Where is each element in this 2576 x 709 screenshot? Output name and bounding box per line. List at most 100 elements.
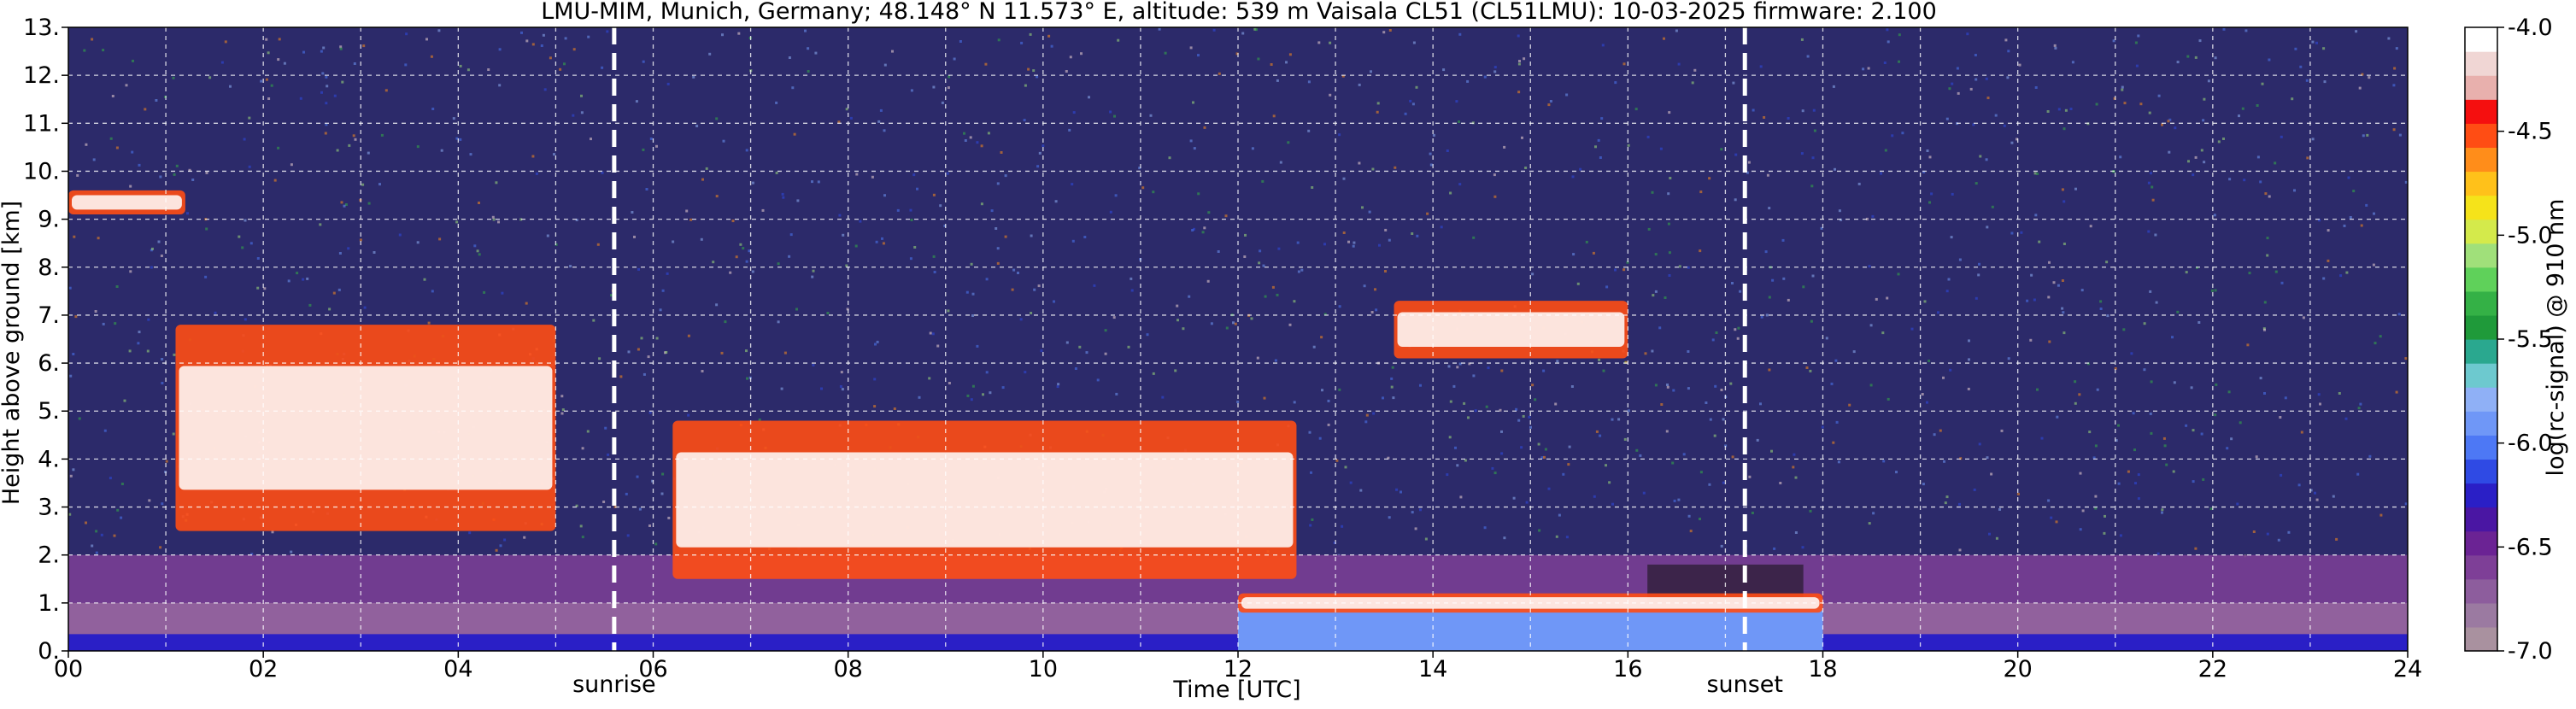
- noise-speckle: [2291, 97, 2294, 101]
- noise-speckle: [2069, 108, 2073, 110]
- noise-speckle: [1869, 324, 1873, 327]
- noise-speckle: [1493, 173, 1496, 177]
- noise-speckle: [1720, 544, 1723, 548]
- noise-speckle: [1093, 284, 1096, 287]
- noise-speckle: [1272, 114, 1276, 118]
- noise-speckle: [2368, 76, 2371, 79]
- noise-speckle: [2143, 368, 2146, 372]
- noise-speckle: [976, 344, 979, 348]
- noise-speckle: [1760, 315, 1763, 319]
- cloud-feature-1: [175, 325, 556, 531]
- noise-speckle: [1193, 147, 1196, 150]
- noise-speckle: [1705, 401, 1708, 404]
- noise-speckle: [1288, 323, 1292, 326]
- noise-speckle: [459, 138, 462, 141]
- noise-speckle: [1182, 327, 1185, 331]
- noise-speckle: [1922, 170, 1926, 173]
- colorbar-swatch: [2465, 27, 2497, 52]
- colorbar-swatch: [2465, 290, 2497, 316]
- x-tick-label: 10: [1029, 656, 1058, 683]
- noise-speckle: [326, 85, 329, 88]
- noise-speckle: [980, 202, 983, 206]
- noise-speckle: [452, 117, 455, 120]
- noise-speckle: [996, 247, 1000, 250]
- noise-speckle: [1472, 236, 1476, 239]
- noise-speckle: [1958, 548, 1962, 552]
- noise-speckle: [405, 32, 408, 36]
- noise-speckle: [1764, 250, 1768, 254]
- noise-speckle: [1500, 452, 1504, 455]
- noise-speckle: [2114, 366, 2117, 370]
- noise-speckle: [2154, 233, 2157, 237]
- noise-speckle: [1004, 235, 1007, 238]
- noise-speckle: [1871, 214, 1875, 218]
- noise-speckle: [2280, 473, 2283, 477]
- noise-speckle: [1974, 54, 1977, 56]
- noise-speckle: [1998, 507, 2001, 511]
- noise-speckle: [564, 37, 567, 40]
- x-tick-label: 22: [2198, 656, 2227, 683]
- noise-speckle: [85, 143, 88, 146]
- noise-speckle: [2094, 507, 2098, 510]
- cloud-core: [179, 366, 553, 490]
- noise-speckle: [2033, 298, 2036, 302]
- noise-speckle: [2050, 516, 2053, 519]
- noise-speckle: [1485, 405, 1488, 408]
- noise-speckle: [1072, 111, 1076, 114]
- noise-speckle: [590, 138, 592, 141]
- noise-speckle: [1347, 240, 1350, 243]
- noise-speckle: [569, 265, 572, 268]
- noise-speckle: [997, 38, 1000, 42]
- noise-speckle: [1206, 279, 1210, 283]
- noise-speckle: [2063, 243, 2066, 245]
- noise-speckle: [2029, 338, 2033, 342]
- noise-speckle: [2392, 128, 2396, 132]
- noise-speckle: [1985, 77, 1988, 80]
- noise-speckle: [384, 89, 388, 92]
- noise-speckle: [1384, 270, 1387, 272]
- noise-speckle: [398, 233, 402, 237]
- noise-speckle: [1114, 194, 1118, 197]
- noise-speckle: [1734, 153, 1738, 156]
- noise-speckle: [1432, 133, 1435, 137]
- noise-speckle: [1236, 401, 1240, 403]
- noise-speckle: [2347, 176, 2350, 179]
- noise-speckle: [2168, 118, 2172, 121]
- noise-speckle: [1667, 192, 1670, 196]
- noise-speckle: [1218, 72, 1221, 75]
- noise-speckle: [788, 255, 791, 258]
- noise-speckle: [256, 286, 260, 290]
- noise-speckle: [2255, 455, 2258, 459]
- noise-speckle: [2176, 310, 2180, 313]
- noise-speckle: [1752, 108, 1755, 112]
- noise-speckle: [1687, 387, 1690, 390]
- noise-speckle: [1986, 456, 1989, 460]
- noise-speckle: [2395, 47, 2398, 50]
- noise-speckle: [637, 348, 640, 351]
- noise-speckle: [487, 68, 490, 71]
- noise-speckle: [1065, 70, 1068, 73]
- noise-speckle: [69, 474, 73, 478]
- noise-speckle: [2147, 181, 2151, 185]
- noise-speckle: [1759, 402, 1762, 406]
- noise-speckle: [1115, 392, 1118, 396]
- noise-speckle: [2063, 127, 2066, 131]
- noise-speckle: [2309, 489, 2313, 492]
- noise-speckle: [596, 243, 600, 246]
- colorbar-tick-label: -4.5: [2508, 119, 2553, 145]
- noise-speckle: [1500, 369, 1504, 372]
- noise-speckle: [290, 163, 293, 167]
- noise-speckle: [1338, 388, 1341, 391]
- noise-speckle: [893, 407, 896, 410]
- noise-speckle: [205, 227, 208, 231]
- noise-speckle: [2238, 114, 2240, 118]
- noise-speckle: [2096, 388, 2099, 391]
- noise-speckle: [1404, 112, 1407, 115]
- noise-speckle: [2339, 274, 2343, 278]
- noise-speckle: [2210, 289, 2214, 292]
- noise-speckle: [92, 158, 96, 161]
- noise-speckle: [2311, 40, 2315, 44]
- noise-speckle: [2115, 439, 2118, 442]
- colorbar-swatch: [2465, 435, 2497, 460]
- noise-speckle: [1565, 93, 1569, 97]
